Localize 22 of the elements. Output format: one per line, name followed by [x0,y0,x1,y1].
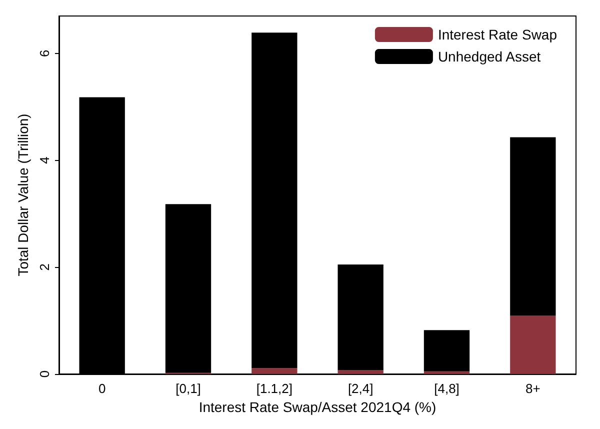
bar [510,137,556,316]
bar [338,264,384,370]
x-axis-title: Interest Rate Swap/Asset 2021Q4 (%) [198,398,436,415]
y-tick-label: 2 [37,264,52,271]
x-tick-label: 0 [98,381,106,396]
x-tick-label: 8+ [526,381,540,396]
bar [424,330,470,372]
bar [338,370,384,374]
y-tick-label: 4 [37,156,52,164]
bar [252,32,298,368]
y-axis-title: Total Dollar Value (Trillion) [15,114,32,276]
bar [252,368,298,374]
bar [510,316,556,374]
x-tick-label: [1.1,2] [256,381,292,396]
x-tick-label: [4,8] [434,381,460,396]
y-tick-label: 6 [37,50,52,58]
legend-label: Interest Rate Swap [438,26,558,42]
legend-label: Unhedged Asset [438,48,541,64]
y-tick-label: 0 [37,370,52,378]
x-tick-label: [0,1] [176,381,201,396]
bar [424,371,470,374]
x-tick-label: [2,4] [348,381,374,396]
